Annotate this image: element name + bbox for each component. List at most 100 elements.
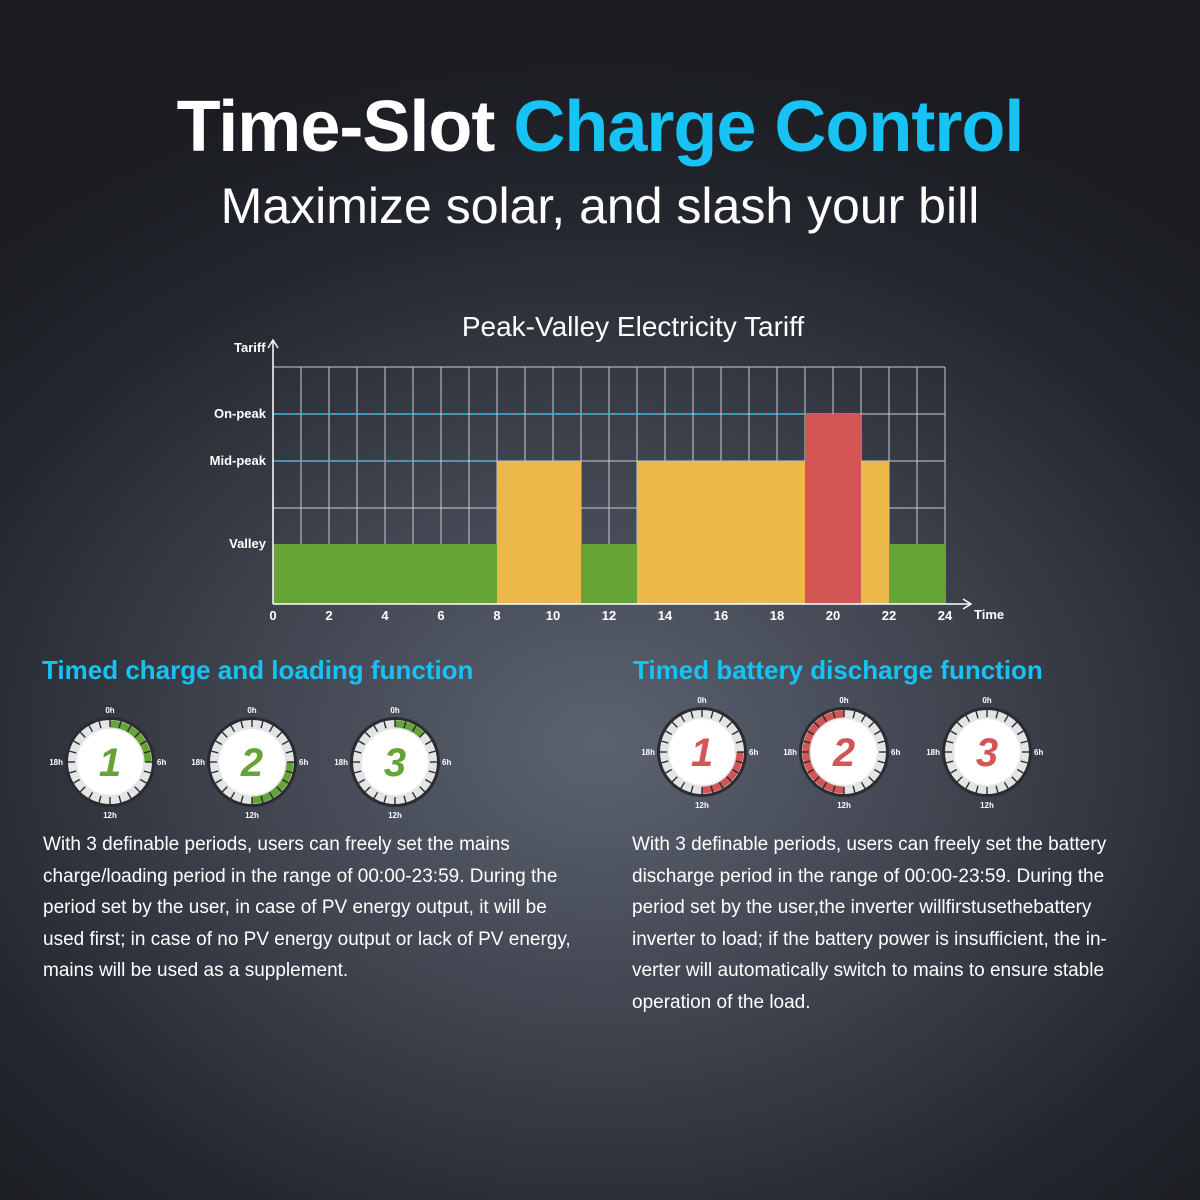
clock-tick bbox=[428, 750, 436, 754]
charge-text-line: charge/loading period in the range of 00… bbox=[43, 865, 558, 887]
clock-tick bbox=[260, 795, 264, 803]
x-tick-label: 14 bbox=[658, 608, 673, 623]
clock-label-12h: 12h bbox=[245, 811, 259, 820]
clock-tick bbox=[950, 730, 958, 736]
clock-tick bbox=[221, 731, 228, 738]
clock-tick bbox=[665, 730, 673, 736]
clock-tick bbox=[69, 750, 77, 754]
charge-clock-1: 1 0h 12h 6h 18h bbox=[50, 706, 166, 820]
clock-tick bbox=[424, 740, 432, 746]
chart-title: Peak-Valley Electricity Tariff bbox=[462, 311, 805, 342]
clock-tick bbox=[230, 791, 236, 799]
x-tick-label: 10 bbox=[546, 608, 560, 623]
discharge-clock-1: 1 0h 12h 6h 18h bbox=[642, 696, 758, 810]
clock-tick bbox=[671, 721, 678, 728]
clock-tick bbox=[956, 776, 963, 783]
discharge-text-line: verter will automatically switch to main… bbox=[632, 960, 1105, 981]
clock-tick bbox=[126, 725, 132, 733]
clock-tick bbox=[69, 770, 77, 774]
clock-tick bbox=[98, 795, 102, 803]
clock-face bbox=[811, 719, 877, 785]
clock-tick bbox=[285, 770, 293, 774]
title-part1: Time-Slot bbox=[176, 87, 496, 167]
clock-tick bbox=[126, 791, 132, 799]
clock-face bbox=[362, 729, 428, 795]
clock-tick bbox=[139, 778, 147, 784]
clock-tick bbox=[358, 778, 366, 784]
discharge-clock-3: 3 0h 12h 6h 18h bbox=[927, 696, 1043, 810]
clock-tick bbox=[73, 778, 81, 784]
clock-tick bbox=[852, 711, 856, 719]
discharge-section-heading: Timed battery discharge function bbox=[633, 655, 1043, 685]
clock-tick bbox=[383, 721, 387, 729]
clock-tick bbox=[832, 785, 836, 793]
clock-tick bbox=[680, 715, 686, 723]
clock-tick bbox=[403, 795, 407, 803]
clock-tick bbox=[73, 740, 81, 746]
charge-section-heading: Timed charge and loading function bbox=[42, 655, 474, 685]
clock-label-18h: 18h bbox=[50, 758, 63, 767]
discharge-clock-2: 2 0h 12h 6h 18h bbox=[784, 696, 900, 810]
clock-tick bbox=[860, 715, 866, 723]
x-tick-label: 4 bbox=[381, 608, 389, 623]
tariff-bar-valley bbox=[273, 544, 497, 604]
x-tick-label: 16 bbox=[714, 608, 728, 623]
clock-tick bbox=[134, 786, 141, 793]
tariff-bar-on-peak bbox=[805, 414, 861, 604]
discharge-text-line: discharge period in the range of 00:00-2… bbox=[632, 865, 1105, 887]
charge-text-line: With 3 definable periods, users can free… bbox=[43, 834, 510, 855]
clock-tick bbox=[211, 770, 219, 774]
discharge-text-line: operation of the load. bbox=[632, 991, 811, 1013]
clock-tick bbox=[868, 776, 875, 783]
y-level-label: Mid-peak bbox=[210, 453, 267, 468]
clock-tick bbox=[690, 711, 694, 719]
clock-tick bbox=[383, 795, 387, 803]
y-level-label: Valley bbox=[229, 536, 267, 551]
clock-tick bbox=[1003, 715, 1009, 723]
clock-label-6h: 6h bbox=[749, 748, 758, 757]
clock-label-18h: 18h bbox=[784, 748, 797, 757]
chart-y-levels: Valley Mid-peak On-peak bbox=[210, 406, 267, 551]
charge-clock-3: 3 0h 12h 6h 18h bbox=[335, 706, 451, 820]
clock-tick bbox=[281, 740, 289, 746]
clock-label-18h: 18h bbox=[192, 758, 205, 767]
clock-tick bbox=[803, 740, 811, 744]
charge-text-line: mains will be used as a supplement. bbox=[43, 960, 349, 981]
clock-label-6h: 6h bbox=[1034, 748, 1043, 757]
clock-label-6h: 6h bbox=[157, 758, 166, 767]
clock-tick bbox=[877, 740, 885, 744]
clock-tick bbox=[373, 791, 379, 799]
clock-tick bbox=[139, 740, 147, 746]
chart-bars bbox=[273, 414, 945, 604]
clock-label-0h: 0h bbox=[839, 696, 848, 705]
clock-label-18h: 18h bbox=[927, 748, 940, 757]
clock-tick bbox=[411, 725, 417, 733]
charge-clock-2: 2 0h 12h 6h 18h bbox=[192, 706, 308, 820]
clock-tick bbox=[403, 721, 407, 729]
clock-tick bbox=[873, 768, 881, 774]
clock-tick bbox=[281, 778, 289, 784]
clock-tick bbox=[118, 721, 122, 729]
discharge-description: With 3 definable periods, users can free… bbox=[632, 829, 1162, 1018]
clock-tick bbox=[665, 768, 673, 774]
x-tick-label: 2 bbox=[325, 608, 332, 623]
x-tick-label: 20 bbox=[826, 608, 840, 623]
clock-tick bbox=[946, 740, 954, 744]
clock-tick bbox=[813, 776, 820, 783]
clock-tick bbox=[735, 760, 743, 764]
clock-tick bbox=[88, 791, 94, 799]
clock-tick bbox=[803, 760, 811, 764]
chart-axes bbox=[267, 338, 973, 610]
clock-tick bbox=[354, 750, 362, 754]
clock-number: 1 bbox=[99, 741, 121, 785]
discharge-text-line: inverter to load; if the battery power i… bbox=[632, 928, 1107, 950]
clock-tick bbox=[868, 721, 875, 728]
clock-number: 2 bbox=[832, 731, 855, 775]
clock-tick bbox=[731, 730, 739, 736]
clock-tick bbox=[946, 760, 954, 764]
clock-label-12h: 12h bbox=[103, 811, 117, 820]
clock-label-0h: 0h bbox=[247, 706, 256, 715]
clock-tick bbox=[822, 715, 828, 723]
clock-face bbox=[954, 719, 1020, 785]
clock-tick bbox=[822, 781, 828, 789]
